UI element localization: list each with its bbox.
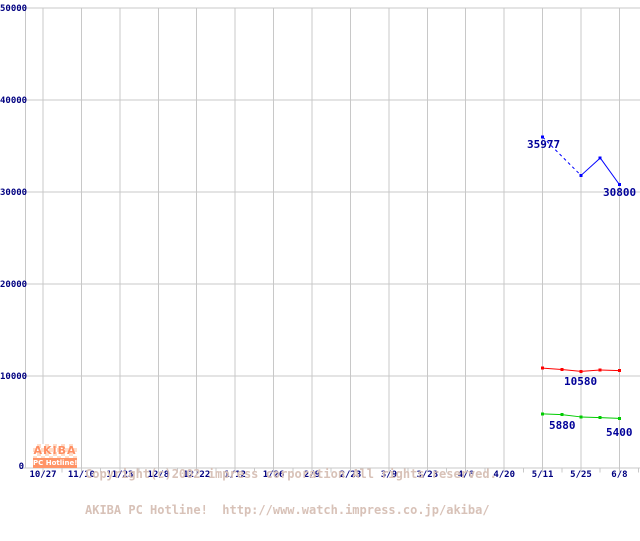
data-point-label: 10580 [564, 375, 598, 388]
x-tick-label: 2/23 [339, 470, 362, 480]
x-tick-label: 5/11 [531, 470, 554, 480]
x-tick-label: 4/20 [493, 470, 515, 480]
copyright-notice: Copyright(c)2002 impress corporation All… [85, 444, 497, 540]
x-tick-label: 12/22 [183, 470, 211, 480]
akiba-logo-title: AKIBA [33, 444, 77, 458]
blue-series-marker [598, 156, 602, 160]
red-series-segment [561, 369, 582, 372]
red-series-marker [617, 369, 621, 373]
blue-series-marker [617, 183, 621, 187]
price-trend-chart: 50000 40000 30000 20000 10000 0 10/27 11/10 11/2… [0, 3, 640, 516]
chart-plot-area [22, 7, 640, 473]
x-tick-label: 3/23 [416, 470, 439, 480]
green-series-marker [598, 416, 602, 420]
blue-series-segment [599, 157, 620, 185]
green-series-segment [542, 413, 562, 416]
data-point-label: 35977 [527, 138, 561, 151]
x-tick-label: 3/9 [380, 470, 397, 480]
blue-series-segment [580, 157, 601, 176]
red-series-marker [541, 366, 545, 370]
red-series-segment [542, 367, 562, 371]
y-tick-label: 20000 [0, 279, 28, 290]
green-series-marker [579, 415, 583, 419]
copyright-line2: AKIBA PC Hotline! http://www.watch.impre… [85, 503, 490, 517]
x-tick-label: 11/23 [106, 470, 134, 480]
x-tick-label: 6/8 [611, 470, 628, 480]
y-tick-label: 50000 [0, 3, 28, 14]
red-series-marker [598, 368, 602, 372]
green-series-segment [561, 414, 582, 418]
x-tick-label: 4/6 [457, 470, 474, 480]
red-series-marker [579, 369, 583, 373]
x-tick-label: 1/12 [224, 470, 246, 480]
blue-series-marker [541, 135, 545, 139]
green-series-segment [581, 416, 601, 419]
data-point-label: 5880 [549, 419, 576, 432]
green-series-marker [560, 413, 564, 417]
x-tick-label: 5/25 [570, 470, 592, 480]
y-tick-label: 0 [18, 461, 24, 472]
red-series-marker [560, 368, 564, 372]
y-tick-label: 30000 [0, 187, 28, 198]
red-series-segment [600, 369, 620, 372]
data-point-label: 30800 [603, 186, 637, 199]
red-series-segment [580, 369, 601, 372]
y-tick-label: 10000 [0, 371, 28, 382]
blue-series-marker [579, 173, 583, 177]
akiba-logo-subtitle: PC Hotline! [33, 458, 77, 468]
green-series-segment [600, 417, 620, 419]
y-tick-label: 40000 [0, 95, 28, 106]
akiba-pc-hotline-logo: AKIBA PC Hotline! [33, 444, 77, 468]
x-tick-label: 10/27 [29, 470, 57, 480]
x-tick-label: 11/10 [67, 470, 95, 480]
copyright-line1: Copyright(c)2002 impress corporation All… [85, 467, 497, 481]
data-point-label: 5400 [606, 426, 633, 439]
green-series-marker [617, 416, 621, 420]
x-tick-label: 1/26 [262, 470, 285, 480]
x-tick-label: 12/8 [147, 470, 170, 480]
green-series-marker [541, 412, 545, 416]
x-tick-label: 2/9 [303, 470, 321, 480]
